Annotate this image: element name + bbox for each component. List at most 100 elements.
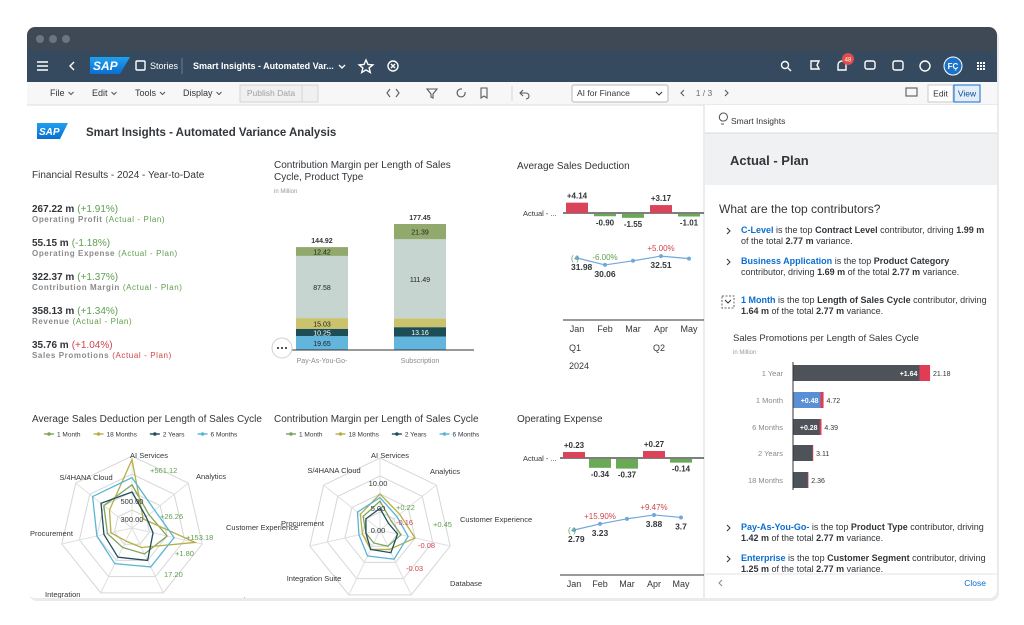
- variance-label: +1.64: [900, 371, 918, 378]
- insight-lead[interactable]: Pay-As-You-Go-: [741, 522, 810, 532]
- radar-series-shape: [91, 476, 175, 568]
- panel-back[interactable]: [718, 579, 723, 587]
- model-dropdown[interactable]: [571, 84, 669, 103]
- app-grid-icon[interactable]: [977, 62, 985, 70]
- code-icon[interactable]: [386, 88, 400, 98]
- story-dropdown[interactable]: [338, 64, 346, 69]
- insight-chevron[interactable]: [726, 524, 731, 532]
- filter-icon[interactable]: [425, 88, 439, 99]
- favorite-icon[interactable]: [357, 58, 375, 74]
- segment-label: 21.39: [411, 230, 429, 237]
- bar-segment: [296, 328, 348, 337]
- insight-text: variance.: [922, 266, 960, 277]
- feedback-icon[interactable]: [892, 60, 904, 71]
- mode-edit[interactable]: Edit: [933, 89, 948, 99]
- story-logo: [37, 123, 68, 139]
- radar-axis-label: Integration: [45, 590, 80, 599]
- radar-spoke: [348, 529, 381, 596]
- menu[interactable]: Tools: [135, 88, 157, 98]
- insight-lead[interactable]: Enterprise: [741, 553, 786, 563]
- insight[interactable]: 1 Month is the top Length of Sales Cycle…: [741, 295, 987, 316]
- bar-category: 1 Year: [762, 369, 784, 378]
- radar-axis-label: S/4HANA Cloud: [307, 466, 360, 475]
- legend-dot: [289, 432, 293, 436]
- delta-label: -6.00%: [592, 253, 617, 262]
- undo-icon[interactable]: [519, 89, 530, 100]
- publish-label[interactable]: Publish Data: [247, 88, 295, 98]
- legend-dot: [153, 432, 157, 436]
- insight[interactable]: Enterprise is the top Customer Segment c…: [741, 553, 987, 574]
- joule-icon[interactable]: [810, 60, 821, 70]
- kpi-delta: (+1.34%): [77, 306, 118, 317]
- expand-box[interactable]: [721, 295, 735, 309]
- month-label: Jan: [567, 579, 582, 589]
- bar-category: 1 Month: [756, 396, 783, 405]
- back-icon[interactable]: [69, 61, 75, 71]
- prev-page[interactable]: [680, 89, 685, 97]
- kpi-delta: (+1.37%): [77, 272, 118, 283]
- insight-lead[interactable]: 1 Month: [741, 295, 776, 305]
- trend-label: 3.88: [646, 519, 663, 529]
- title-bar: [27, 27, 997, 51]
- variance-label: -0.37: [618, 471, 637, 480]
- help-icon[interactable]: [919, 60, 931, 72]
- avatar[interactable]: [943, 56, 963, 76]
- next-page[interactable]: [724, 89, 729, 97]
- kpi-label: Operating Profit: [32, 215, 103, 224]
- insight[interactable]: Pay-As-You-Go- is the top Product Type c…: [741, 522, 987, 543]
- bookmark-icon[interactable]: [480, 87, 488, 100]
- publish-button[interactable]: [239, 84, 319, 103]
- insight-lead[interactable]: C-Level: [741, 225, 774, 235]
- radar-value-label: +1.80: [175, 549, 194, 558]
- chart-title: Contribution Margin per Length of Sales: [274, 160, 451, 171]
- trend-point: [572, 528, 576, 532]
- chat-icon[interactable]: [864, 60, 876, 70]
- variance-segment: [919, 365, 931, 381]
- variance-label: +0.23: [564, 441, 585, 450]
- variance-label: -0.34: [591, 470, 610, 479]
- edit-mode[interactable]: [927, 84, 954, 103]
- legend-dot: [47, 432, 51, 436]
- menu[interactable]: File: [50, 88, 65, 98]
- bar-segment: [394, 224, 446, 240]
- product-label[interactable]: Stories: [150, 61, 179, 71]
- kpi-variance: (Actual - Plan): [106, 215, 166, 224]
- view-mode[interactable]: [953, 84, 981, 103]
- close-story-icon[interactable]: [387, 60, 399, 72]
- menu[interactable]: Display: [183, 88, 213, 98]
- insight-chevron[interactable]: [726, 258, 731, 266]
- menu[interactable]: Edit: [92, 88, 108, 98]
- kpi-value-row: 267.22 m (+1.91%): [32, 204, 118, 215]
- bar-segment: [296, 255, 348, 319]
- close-button[interactable]: Close: [964, 578, 986, 588]
- insight-lead[interactable]: Business Application: [741, 256, 833, 266]
- radar-spoke: [379, 484, 437, 531]
- variance-bar: [650, 205, 672, 213]
- insight-text: is the top: [788, 553, 825, 563]
- model-name[interactable]: AI for Finance: [577, 88, 630, 98]
- legend-label: 2 Years: [405, 432, 427, 439]
- radar-value-label: +561.12: [150, 466, 177, 475]
- avatar-initials: FÇ: [948, 62, 959, 71]
- insight-text: is the top: [834, 256, 872, 266]
- insight[interactable]: C-Level is the top Contract Level contri…: [741, 225, 987, 246]
- mode-view[interactable]: View: [958, 89, 977, 99]
- insight[interactable]: Business Application is the top Product …: [741, 256, 987, 277]
- search-icon[interactable]: [780, 60, 790, 70]
- variance-segment: [812, 445, 814, 461]
- refresh-icon[interactable]: [456, 88, 466, 98]
- menu-icon[interactable]: [37, 61, 48, 71]
- quarter-label: Q1: [569, 343, 581, 353]
- insight-emphasis: 2.77 m: [785, 235, 814, 246]
- trend-label: 3.7: [675, 521, 687, 531]
- bar-value: 4.39: [824, 425, 838, 432]
- insight-emphasis: Length of Sales Cycle: [817, 295, 911, 305]
- sap-logo[interactable]: [90, 57, 130, 74]
- bar-segment: [296, 318, 348, 329]
- stories-icon: [135, 60, 146, 71]
- insight-chevron[interactable]: [726, 555, 731, 563]
- story-name[interactable]: Smart Insights - Automated Var...: [193, 61, 334, 71]
- insight-chevron[interactable]: [726, 227, 731, 235]
- trend-label: 32.51: [650, 260, 672, 270]
- present-icon[interactable]: [905, 87, 918, 97]
